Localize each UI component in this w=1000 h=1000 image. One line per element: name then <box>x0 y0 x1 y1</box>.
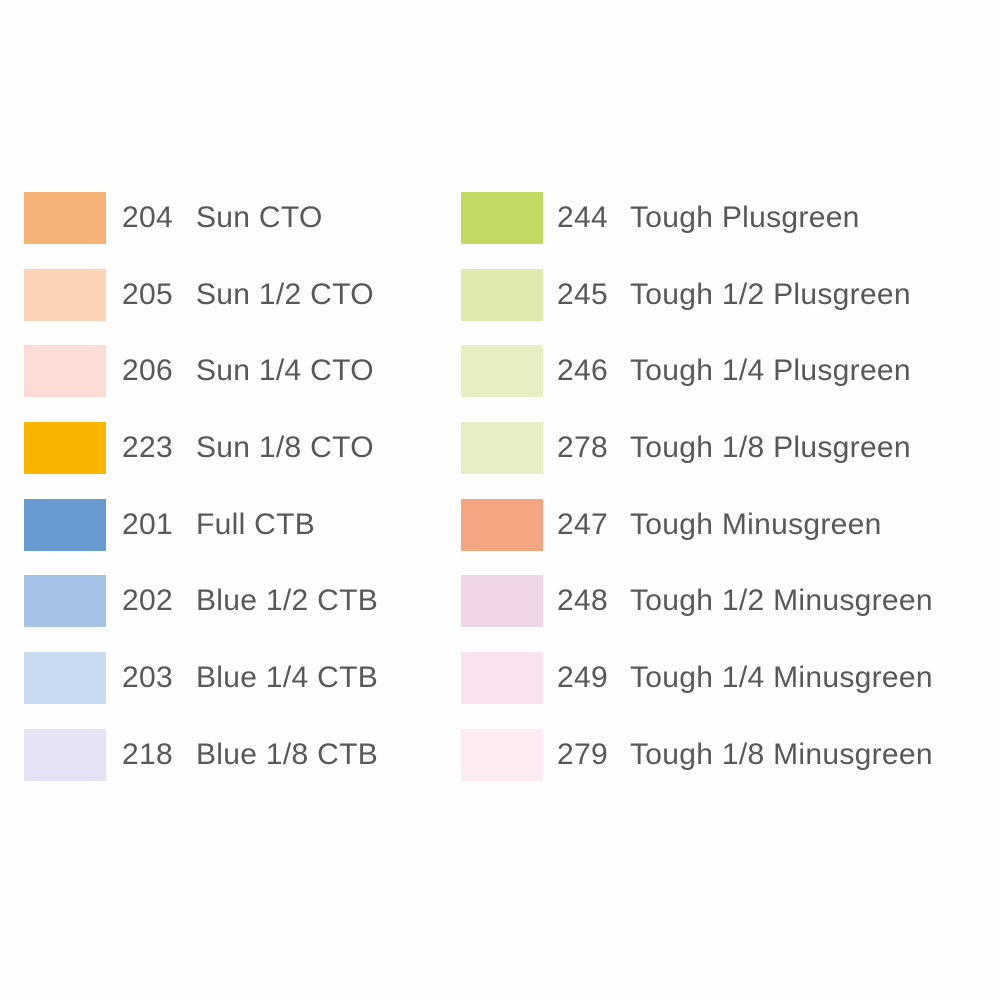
left-swatch-column: 204 Sun CTO 205 Sun 1/2 CTO 206 Sun 1/4 CTO 22… <box>24 192 378 806</box>
swatch-row: 246 Tough 1/4 Plusgreen <box>461 345 933 398</box>
color-swatch <box>24 268 106 321</box>
color-swatch <box>24 498 106 551</box>
color-swatch <box>24 575 106 628</box>
filter-name: Tough Minusgreen <box>630 507 882 541</box>
filter-code: 279 <box>557 737 608 771</box>
swatch-row: 218 Blue 1/8 CTB <box>24 728 379 781</box>
swatch-row: 205 Sun 1/2 CTO <box>24 268 378 321</box>
swatch-row: 249 Tough 1/4 Minusgreen <box>461 652 933 705</box>
color-swatch <box>461 575 543 628</box>
filter-name: Sun CTO <box>196 201 323 234</box>
filter-name: Tough 1/2 Minusgreen <box>630 584 933 618</box>
color-swatch <box>461 498 543 551</box>
filter-code: 278 <box>557 431 608 465</box>
filter-code: 218 <box>122 737 173 771</box>
filter-code: 203 <box>122 661 173 695</box>
filter-name: Tough 1/4 Minusgreen <box>630 661 933 695</box>
color-swatch <box>461 192 543 244</box>
swatch-row: 245 Tough 1/2 Plusgreen <box>461 268 933 321</box>
swatch-row: 202 Blue 1/2 CTB <box>24 575 379 628</box>
filter-code: 247 <box>557 507 608 541</box>
color-swatch <box>24 192 106 244</box>
filter-code: 245 <box>557 277 608 311</box>
filter-name: Sun 1/4 CTO <box>196 354 374 388</box>
filter-name: Tough 1/8 Minusgreen <box>630 737 933 771</box>
swatch-row: 203 Blue 1/4 CTB <box>24 652 379 705</box>
filter-code: 249 <box>557 661 608 695</box>
filter-code: 204 <box>122 201 173 234</box>
swatch-row: 279 Tough 1/8 Minusgreen <box>461 728 933 781</box>
filter-name: Blue 1/8 CTB <box>196 737 379 771</box>
color-swatch <box>461 345 543 398</box>
filter-name: Tough 1/2 Plusgreen <box>630 277 911 311</box>
swatch-row: 244 Tough Plusgreen <box>461 192 933 244</box>
color-swatch <box>24 728 106 781</box>
color-swatch <box>461 268 543 321</box>
filter-code: 206 <box>122 354 173 388</box>
filter-code: 202 <box>122 584 173 618</box>
filter-code: 248 <box>557 584 608 618</box>
filter-name: Sun 1/2 CTO <box>196 277 374 311</box>
swatch-row: 247 Tough Minusgreen <box>461 498 933 551</box>
swatch-row: 204 Sun CTO <box>24 192 378 244</box>
filter-name: Tough 1/4 Plusgreen <box>630 354 911 388</box>
filter-name: Blue 1/2 CTB <box>196 584 379 618</box>
filter-code: 223 <box>122 431 173 465</box>
swatch-row: 201 Full CTB <box>24 498 378 551</box>
filter-name: Blue 1/4 CTB <box>196 661 379 695</box>
filter-code: 205 <box>122 277 173 311</box>
filter-name: Tough 1/8 Plusgreen <box>630 431 911 465</box>
swatch-row: 248 Tough 1/2 Minusgreen <box>461 575 933 628</box>
filter-code: 244 <box>557 201 608 234</box>
swatch-row: 223 Sun 1/8 CTO <box>24 422 378 475</box>
color-swatch <box>461 728 543 781</box>
filter-name: Full CTB <box>196 507 316 541</box>
right-swatch-column: 244 Tough Plusgreen 245 Tough 1/2 Plusgreen… <box>461 192 933 806</box>
swatch-row: 206 Sun 1/4 CTO <box>24 345 378 398</box>
color-swatch <box>24 345 106 398</box>
swatch-row: 278 Tough 1/8 Plusgreen <box>461 422 933 475</box>
filter-code: 201 <box>122 507 173 541</box>
filter-name: Tough Plusgreen <box>630 201 860 234</box>
color-swatch <box>461 652 543 705</box>
color-swatch <box>461 422 543 475</box>
color-swatch <box>24 422 106 475</box>
filter-name: Sun 1/8 CTO <box>196 431 374 465</box>
filter-code: 246 <box>557 354 608 388</box>
color-swatch <box>24 652 106 705</box>
